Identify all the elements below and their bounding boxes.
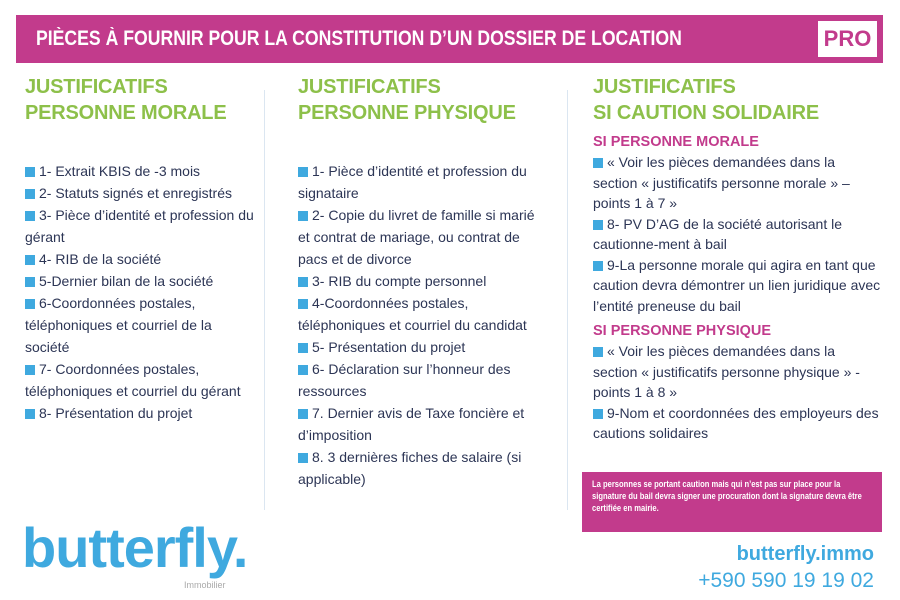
square-bullet-icon <box>298 365 308 375</box>
list-item: 3- RIB du compte personnel <box>298 270 548 292</box>
list-item: « Voir les pièces demandées dans la sect… <box>593 152 883 214</box>
caution-note: La personnes se portant caution mais qui… <box>582 472 882 532</box>
section-subtitle: SI PERSONNE PHYSIQUE <box>593 323 772 339</box>
square-bullet-icon <box>25 277 35 287</box>
list-item-text: 2- Copie du livret de famille si marié e… <box>298 207 535 267</box>
butterfly-logo: butterfly. <box>22 516 248 579</box>
list-item-text: « Voir les pièces demandées dans la sect… <box>593 154 850 211</box>
square-bullet-icon <box>593 158 603 168</box>
square-bullet-icon <box>593 347 603 357</box>
list-item: 8. 3 dernières fiches de salaire (si app… <box>298 446 548 490</box>
list-item: 8- Présentation du projet <box>25 402 257 424</box>
heading-line: JUSTIFICATIFS <box>593 76 736 98</box>
list-item: 1- Pièce d’identité et profession du sig… <box>298 160 548 204</box>
list-item-text: 7. Dernier avis de Taxe foncière et d’im… <box>298 405 525 443</box>
list-item: 6- Déclaration sur l’honneur des ressour… <box>298 358 548 402</box>
square-bullet-icon <box>593 260 603 271</box>
square-bullet-icon <box>25 299 35 309</box>
list-item-text: 4- RIB de la société <box>39 251 162 267</box>
list-item-text: 3- Pièce d’identité et profession du gér… <box>25 207 254 245</box>
column-heading: JUSTIFICATIFS PERSONNE PHYSIQUE <box>298 74 548 126</box>
list-item: 3- Pièce d’identité et profession du gér… <box>25 204 257 248</box>
column-personne-physique: JUSTIFICATIFS PERSONNE PHYSIQUE 1- Pièce… <box>298 74 548 490</box>
square-bullet-icon <box>25 255 35 265</box>
square-bullet-icon <box>298 343 308 353</box>
website-link[interactable]: butterfly.immo <box>736 543 874 565</box>
list-item-text: 3- RIB du compte personnel <box>312 273 487 289</box>
section-subtitle: SI PERSONNE MORALE <box>593 134 759 150</box>
heading-line: SI CAUTION SOLIDAIRE <box>593 102 820 124</box>
list-item: 5-Dernier bilan de la société <box>25 270 257 292</box>
list-item-text: 5- Présentation du projet <box>312 339 466 355</box>
list-item: 6-Coordonnées postales, téléphoniques et… <box>25 292 257 358</box>
list-item-text: 2- Statuts signés et enregistrés <box>39 185 232 201</box>
heading-line: PERSONNE PHYSIQUE <box>298 102 516 124</box>
square-bullet-icon <box>25 211 35 221</box>
heading-line: JUSTIFICATIFS <box>298 76 441 98</box>
square-bullet-icon <box>25 167 35 177</box>
square-bullet-icon <box>593 219 603 230</box>
list-item: 7. Dernier avis de Taxe foncière et d’im… <box>298 402 548 446</box>
logo-subtitle: Immobilier <box>184 580 226 590</box>
list-item: 2- Copie du livret de famille si marié e… <box>298 204 548 270</box>
list-item: 4- RIB de la société <box>25 248 257 270</box>
square-bullet-icon <box>25 365 35 375</box>
list-item-text: « Voir les pièces demandées dans la sect… <box>593 343 860 400</box>
heading-line: PERSONNE MORALE <box>25 102 227 124</box>
divider <box>264 90 265 510</box>
caution-note-text: La personnes se portant caution mais qui… <box>592 479 862 514</box>
phone-number: +590 590 19 19 02 <box>698 569 874 592</box>
heading-line: JUSTIFICATIFS <box>25 76 168 98</box>
caution-sections: SI PERSONNE MORALE « Voir les pièces dema… <box>593 132 883 444</box>
list-item-text: 1- Pièce d’identité et profession du sig… <box>298 163 527 201</box>
square-bullet-icon <box>298 277 308 287</box>
list-item: 8- PV D’AG de la société autorisant le c… <box>593 214 883 255</box>
list-item-text: 4-Coordonnées postales, téléphoniques et… <box>298 295 527 333</box>
list-item: 9-Nom et coordonnées des employeurs des … <box>593 403 883 444</box>
page-title: PIÈCES À FOURNIR POUR LA CONSTITUTION D’… <box>36 27 682 50</box>
list-item: 1- Extrait KBIS de -3 mois <box>25 160 257 182</box>
list-item-text: 6-Coordonnées postales, téléphoniques et… <box>25 295 212 355</box>
list-item-text: 9-La personne morale qui agira en tant q… <box>593 256 881 314</box>
list-item: 4-Coordonnées postales, téléphoniques et… <box>298 292 548 336</box>
list-item: 2- Statuts signés et enregistrés <box>25 182 257 204</box>
document-list: 1- Pièce d’identité et profession du sig… <box>298 160 548 490</box>
column-personne-morale: JUSTIFICATIFS PERSONNE MORALE 1- Extrait… <box>25 74 257 424</box>
document-list: 1- Extrait KBIS de -3 mois 2- Statuts sig… <box>25 160 257 424</box>
list-item-text: 8. 3 dernières fiches de salaire (si app… <box>298 449 522 487</box>
list-item: 9-La personne morale qui agira en tant q… <box>593 255 883 317</box>
list-item-text: 6- Déclaration sur l’honneur des ressour… <box>298 361 511 399</box>
square-bullet-icon <box>298 167 308 177</box>
pro-badge: PRO <box>818 21 877 57</box>
list-item-text: 7- Coordonnées postales, téléphoniques e… <box>25 361 241 399</box>
square-bullet-icon <box>298 299 308 309</box>
header-banner: PIÈCES À FOURNIR POUR LA CONSTITUTION D’… <box>16 15 883 63</box>
list-item: « Voir les pièces demandées dans la sect… <box>593 341 883 403</box>
list-item: 7- Coordonnées postales, téléphoniques e… <box>25 358 257 402</box>
column-heading: JUSTIFICATIFS SI CAUTION SOLIDAIRE <box>593 74 883 126</box>
square-bullet-icon <box>298 453 308 463</box>
square-bullet-icon <box>298 409 308 419</box>
column-caution-solidaire: JUSTIFICATIFS SI CAUTION SOLIDAIRE SI PE… <box>593 74 883 444</box>
list-item-text: 1- Extrait KBIS de -3 mois <box>39 163 201 179</box>
square-bullet-icon <box>25 189 35 199</box>
list-item-text: 8- Présentation du projet <box>39 405 193 421</box>
list-item-text: 9-Nom et coordonnées des employeurs des … <box>593 404 879 442</box>
list-item: 5- Présentation du projet <box>298 336 548 358</box>
list-item-text: 8- PV D’AG de la société autorisant le c… <box>593 215 843 253</box>
square-bullet-icon <box>593 408 603 419</box>
divider <box>567 90 568 510</box>
column-heading: JUSTIFICATIFS PERSONNE MORALE <box>25 74 257 126</box>
list-item-text: 5-Dernier bilan de la société <box>39 273 214 289</box>
square-bullet-icon <box>298 211 308 221</box>
square-bullet-icon <box>25 409 35 419</box>
